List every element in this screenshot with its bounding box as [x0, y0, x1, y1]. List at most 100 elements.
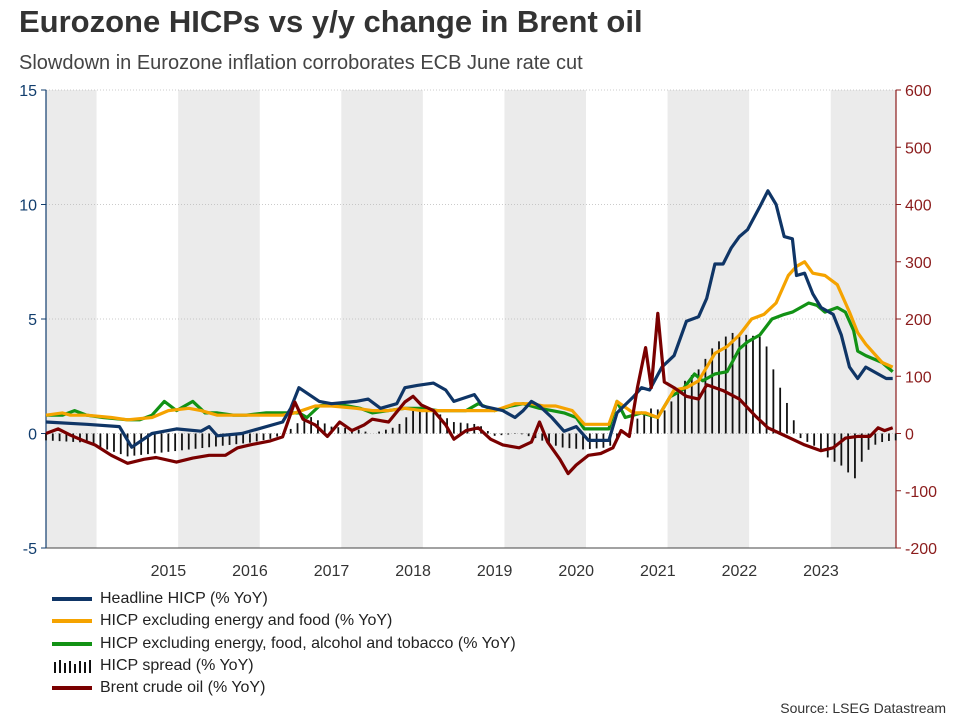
- spread-bar: [262, 433, 265, 441]
- shaded-band-4: [667, 90, 750, 548]
- headline-hicp-line: [45, 189, 893, 449]
- chart-title: Eurozone HICPs vs y/y change in Brent oi…: [19, 4, 643, 39]
- x-tick-label-2019: 2019: [477, 563, 513, 580]
- spread-bar: [160, 433, 163, 453]
- x-tick-label-2020: 2020: [558, 563, 594, 580]
- spread-bar: [752, 335, 754, 434]
- spread-bar: [167, 433, 170, 452]
- spread-bar: [860, 433, 863, 462]
- spread-bar: [486, 431, 489, 434]
- spread-bar: [153, 433, 156, 454]
- spread-bar: [731, 332, 734, 434]
- spread-bar: [724, 336, 727, 434]
- legend-swatch-core-ef: [52, 619, 92, 624]
- spread-bar: [697, 369, 700, 434]
- spread-bar: [439, 414, 442, 434]
- spread-bar: [337, 427, 340, 434]
- left-tick-label-0: -5: [23, 541, 37, 558]
- spread-bar: [126, 433, 129, 457]
- spread-bar: [384, 429, 387, 434]
- shaded-band-1: [178, 90, 260, 548]
- legend-item-brent: Brent crude oil (% YoY): [52, 677, 516, 699]
- spread-bar: [888, 433, 890, 441]
- right-tick-label-2: 0: [905, 427, 914, 444]
- brent-line: [45, 311, 894, 476]
- spread-bar: [119, 433, 122, 455]
- legend-swatch-headline: [52, 597, 92, 602]
- spread-bar: [650, 408, 652, 434]
- right-tick-label-4: 200: [905, 312, 932, 329]
- right-tick-label-6: 400: [905, 198, 932, 215]
- spread-bar: [174, 433, 177, 452]
- spread-bar: [541, 433, 544, 441]
- legend: Headline HICP (% YoY) HICP excluding ene…: [52, 588, 516, 699]
- spread-bar: [378, 431, 380, 434]
- spread-bar: [140, 433, 143, 455]
- right-tick-label-0: -200: [905, 541, 937, 558]
- spread-bar: [500, 433, 503, 436]
- x-tick-label-2015: 2015: [151, 563, 187, 580]
- spread-bar: [758, 336, 761, 434]
- spread-bar: [786, 402, 788, 434]
- x-tick-label-2017: 2017: [314, 563, 350, 580]
- spread-bar: [92, 433, 95, 445]
- legend-item-core-efat: HICP excluding energy, food, alcohol and…: [52, 633, 516, 655]
- spread-bar: [221, 433, 224, 446]
- spread-bar: [847, 433, 850, 473]
- spread-bar: [344, 427, 347, 434]
- shaded-band-3: [504, 90, 587, 548]
- spread-bar: [711, 348, 714, 434]
- legend-item-spread: HICP spread (% YoY): [52, 655, 516, 677]
- left-tick-label-4: 15: [19, 83, 37, 100]
- spread-bar: [779, 387, 782, 434]
- right-tick-label-1: -100: [905, 484, 937, 501]
- spread-bar: [418, 411, 421, 434]
- legend-item-headline: Headline HICP (% YoY): [52, 588, 516, 610]
- spread-bar: [826, 433, 829, 458]
- left-tick-label-1: 0: [28, 427, 37, 444]
- spread-bar: [636, 418, 639, 434]
- spread-bar: [568, 433, 571, 449]
- spread-bar: [357, 429, 360, 434]
- spread-bar: [548, 433, 550, 444]
- spread-bar: [45, 433, 47, 441]
- spread-bar: [663, 410, 666, 434]
- spread-bar: [881, 433, 884, 443]
- spread-bar: [201, 433, 204, 449]
- spread-bar: [106, 433, 109, 450]
- spread-bar: [820, 433, 822, 452]
- spread-bar: [235, 433, 238, 445]
- spread-bar: [643, 412, 646, 434]
- left-tick-label-3: 10: [19, 198, 37, 215]
- spread-bar: [276, 433, 279, 437]
- spread-bar: [181, 433, 183, 451]
- spread-bar: [670, 401, 673, 434]
- spread-bar: [792, 420, 795, 434]
- spread-bar: [527, 433, 530, 437]
- x-tick-label-2023: 2023: [803, 563, 839, 580]
- right-tick-label-5: 300: [905, 255, 932, 272]
- right-tick-label-7: 500: [905, 140, 932, 157]
- spread-bar: [249, 433, 251, 443]
- legend-item-core-ef: HICP excluding energy and food (% YoY): [52, 610, 516, 632]
- spread-bar: [867, 433, 870, 450]
- spread-bar: [296, 423, 299, 434]
- spread-bar: [554, 433, 557, 446]
- x-tick-label-2022: 2022: [722, 563, 758, 580]
- left-tick-label-2: 5: [28, 312, 37, 329]
- spread-bar: [459, 422, 462, 434]
- spread-bar: [894, 433, 897, 441]
- spread-bar: [65, 433, 68, 442]
- spread-bar: [813, 433, 816, 446]
- spread-bar: [493, 433, 496, 436]
- right-tick-label-8: 600: [905, 83, 932, 100]
- spread-bar: [718, 341, 720, 434]
- spread-bar: [194, 433, 197, 449]
- spread-bar: [677, 389, 680, 434]
- legend-label-core-efat: HICP excluding energy, food, alcohol and…: [100, 634, 516, 652]
- spread-bar: [323, 423, 326, 434]
- spread-bar: [854, 433, 856, 479]
- spread-bar: [432, 412, 435, 434]
- spread-bar: [113, 433, 115, 452]
- spread-bar: [398, 423, 401, 434]
